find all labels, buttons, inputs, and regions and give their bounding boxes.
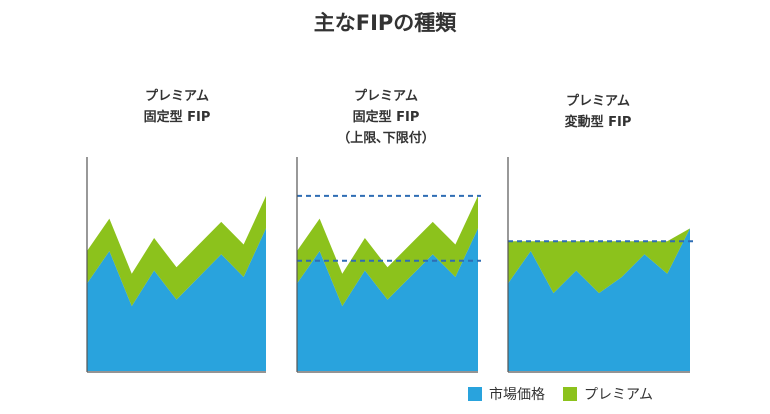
legend-label-market: 市場価格 bbox=[489, 387, 545, 403]
panel-3-title-line-1: プレミアム bbox=[565, 94, 631, 109]
panel-2-title: プレミアム 固定型 FIP （上限､下限付） bbox=[286, 86, 486, 149]
legend-item-premium: プレミアム bbox=[563, 384, 653, 404]
panel-1-title-line-1: プレミアム bbox=[144, 89, 210, 104]
panel-1-title: プレミアム 固定型 FIP bbox=[77, 86, 277, 128]
panel-2-premium-area bbox=[297, 195, 478, 307]
legend-label-premium: プレミアム bbox=[584, 387, 654, 403]
legend-swatch-market bbox=[468, 387, 482, 401]
figure-title: 主なFIPの種類 bbox=[313, 11, 457, 35]
panel-3-market-area bbox=[508, 228, 690, 371]
panel-3-premium-area bbox=[508, 228, 690, 294]
panel-1-premium-area bbox=[87, 195, 266, 307]
panel-1-title-line-2: 固定型 FIP bbox=[143, 110, 211, 125]
panel-2-title-line-2: 固定型 FIP bbox=[352, 110, 420, 125]
legend: 市場価格 プレミアム bbox=[468, 384, 671, 404]
panel-3-title-line-2: 変動型 FIP bbox=[564, 115, 632, 130]
legend-item-market: 市場価格 bbox=[468, 384, 545, 404]
panel-3-title: プレミアム 変動型 FIP bbox=[498, 91, 698, 133]
panel-2-title-line-3: （上限､下限付） bbox=[337, 131, 435, 146]
panel-2-title-line-1: プレミアム bbox=[353, 89, 419, 104]
legend-swatch-premium bbox=[563, 387, 577, 401]
